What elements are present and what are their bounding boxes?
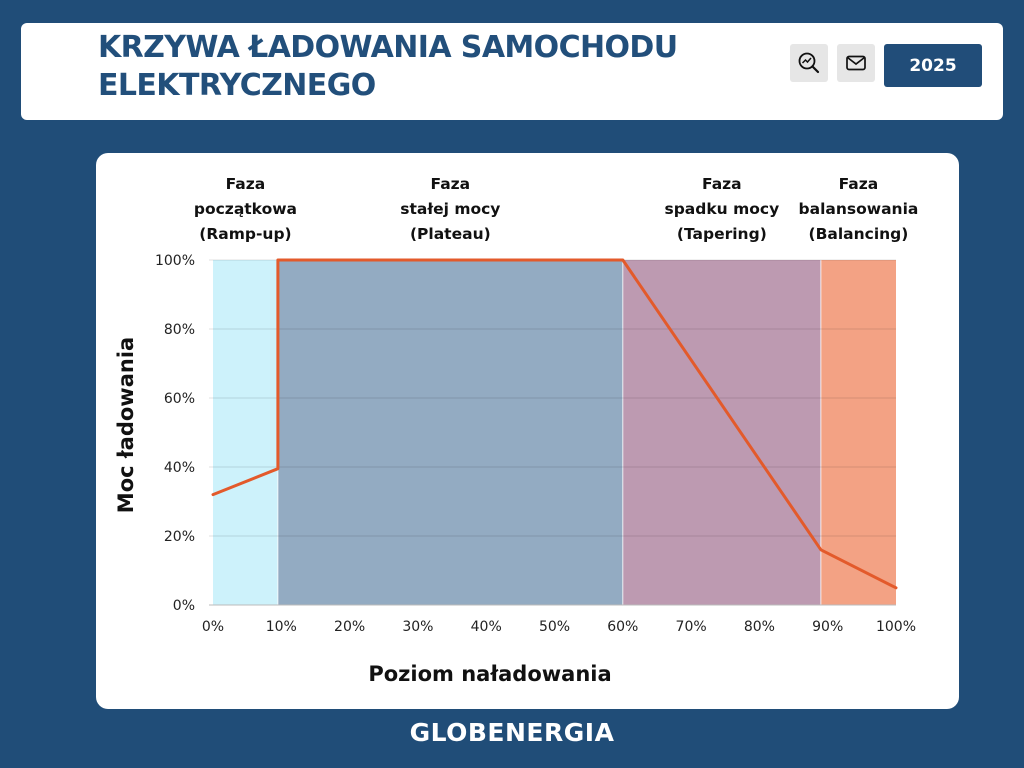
x-tick-label: 90% — [812, 619, 843, 635]
phase-label-line: Faza — [431, 175, 471, 193]
page-title: KRZYWA ŁADOWANIA SAMOCHODU ELEKTRYCZNEGO — [98, 30, 678, 103]
phase-label-balancing: Faza balansowania (Balancing) — [799, 175, 919, 243]
mail-button[interactable] — [837, 44, 875, 82]
x-tick-label: 70% — [676, 619, 707, 635]
phase-band-balancing — [820, 260, 896, 605]
phase-label-line: Faza — [702, 175, 742, 193]
phase-band-ramp-up — [213, 260, 278, 605]
y-tick-label: 80% — [164, 322, 195, 338]
y-tick-label: 0% — [173, 598, 195, 614]
x-tick-label: 10% — [266, 619, 297, 635]
x-tick-label: 20% — [334, 619, 365, 635]
x-tick-label: 30% — [402, 619, 433, 635]
phase-band-plateau — [277, 260, 623, 605]
phase-label-tapering: Faza spadku mocy (Tapering) — [664, 175, 779, 243]
year-badge[interactable]: 2025 — [884, 44, 982, 87]
footer-logo: GLOBENERGIA — [409, 718, 615, 747]
header-bar: KRZYWA ŁADOWANIA SAMOCHODU ELEKTRYCZNEGO… — [21, 23, 1003, 120]
phase-band-tapering — [622, 260, 821, 605]
y-tick-label: 40% — [164, 460, 195, 476]
y-tick-label: 20% — [164, 529, 195, 545]
phase-label-ramp-up: Faza początkowa (Ramp-up) — [194, 175, 297, 243]
phase-label-line: (Plateau) — [410, 225, 491, 243]
phase-label-plateau: Faza stałej mocy (Plateau) — [400, 175, 500, 243]
phase-label-line: początkowa — [194, 200, 297, 218]
chart-card: Faza początkowa (Ramp-up) Faza stałej mocy (P… — [96, 153, 959, 709]
y-axis-title: Moc ładowania — [114, 337, 138, 513]
phase-label-line: stałej mocy — [400, 200, 500, 218]
phase-label-line: (Balancing) — [808, 225, 908, 243]
phase-label-line: balansowania — [799, 200, 919, 218]
y-tick-label: 100% — [155, 253, 195, 269]
x-tick-label: 80% — [744, 619, 775, 635]
phase-label-line: Faza — [226, 175, 266, 193]
phase-label-line: (Ramp-up) — [199, 225, 291, 243]
x-tick-label: 40% — [471, 619, 502, 635]
phase-label-line: (Tapering) — [677, 225, 767, 243]
y-tick-label: 60% — [164, 391, 195, 407]
phase-label-line: spadku mocy — [664, 200, 779, 218]
charging-curve-chart: Faza początkowa (Ramp-up) Faza stałej mocy (P… — [114, 175, 919, 686]
x-tick-label: 50% — [539, 619, 570, 635]
phase-label-line: Faza — [839, 175, 879, 193]
x-tick-label: 100% — [876, 619, 916, 635]
charging-curve-line — [211, 258, 898, 590]
x-tick-label: 60% — [607, 619, 638, 635]
analytics-button[interactable] — [790, 44, 828, 82]
x-axis-title: Poziom naładowania — [368, 662, 611, 686]
search-chart-icon — [798, 52, 820, 74]
mail-icon — [846, 55, 866, 71]
x-tick-label: 0% — [202, 619, 224, 635]
